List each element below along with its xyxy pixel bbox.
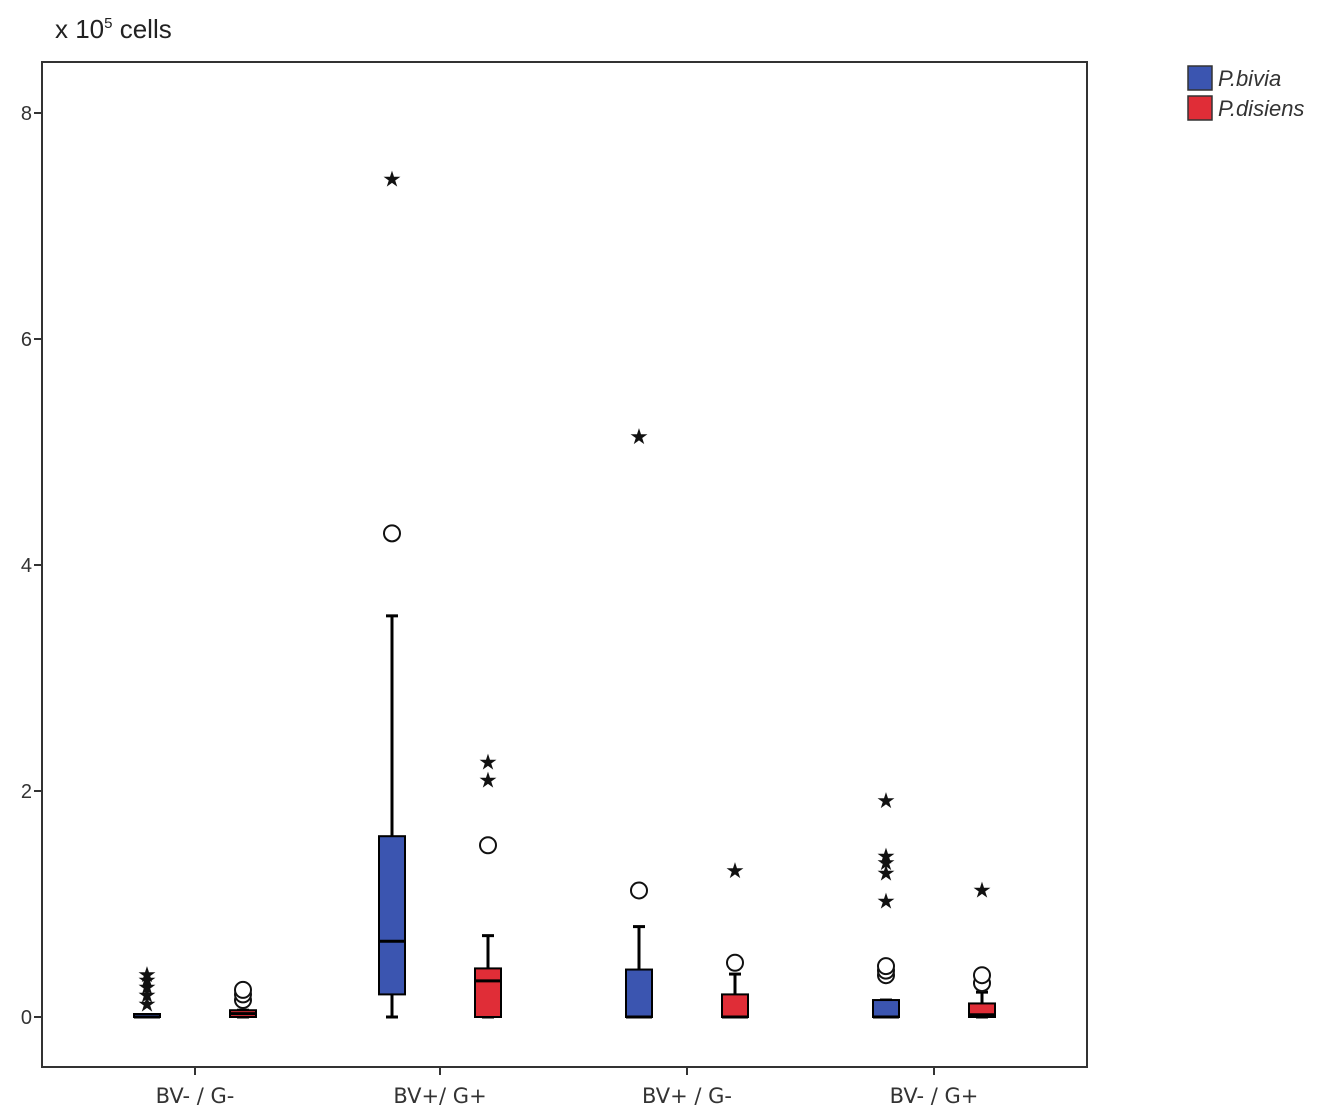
outlier-circle: [726, 953, 744, 972]
box-iqr: [872, 999, 900, 1018]
x-category-label: BV- / G+: [890, 1084, 979, 1108]
box-iqr: [625, 968, 653, 1018]
y-tick-label: 6: [21, 329, 32, 351]
legend-label: P.bivia: [1218, 66, 1281, 91]
outlier-circle: [630, 881, 648, 900]
outlier-star: ★: [137, 963, 157, 988]
outlier-star: ★: [478, 769, 498, 794]
box-0-0: ★★★★★: [133, 963, 161, 1019]
outlier-star: ★: [876, 844, 896, 869]
box-iqr: [474, 967, 502, 1018]
legend-swatch: [1187, 65, 1213, 91]
outlier-star: ★: [876, 890, 896, 915]
series-p-disiens: ★★★★: [229, 751, 996, 1019]
y-axis-title-prefix: x 10: [55, 14, 104, 44]
box-iqr: [378, 835, 406, 996]
box-1-3: ★: [968, 878, 996, 1019]
y-axis: 0 2 4 6 8: [21, 103, 42, 1029]
y-tick-label: 4: [21, 555, 32, 577]
outlier-circle: [234, 980, 252, 999]
x-category-label: BV+/ G+: [393, 1084, 486, 1108]
x-category-label: BV- / G-: [156, 1084, 235, 1108]
series-p-bivia: ★★★★★★★★★★★★: [133, 168, 900, 1019]
outlier-star: ★: [972, 878, 992, 903]
box-iqr: [721, 993, 749, 1019]
y-tick-label: 0: [21, 1007, 32, 1029]
outlier-circle: [877, 957, 895, 976]
outlier-star: ★: [137, 983, 157, 1008]
outlier-star: ★: [137, 975, 157, 1000]
y-tick-label: 8: [21, 103, 32, 125]
box-0-2: ★: [625, 425, 653, 1019]
legend-label: P.disiens: [1218, 96, 1304, 121]
box-1-1: ★★: [474, 751, 502, 1019]
outlier-circle: [973, 966, 991, 985]
y-axis-title-suffix: cells: [113, 14, 172, 44]
y-tick-label: 2: [21, 781, 32, 803]
y-axis-title: x 105 cells: [55, 14, 172, 44]
legend-swatch: [1187, 95, 1213, 121]
legend: P.bivia P.disiens: [1187, 65, 1304, 121]
outlier-circle: [479, 836, 497, 855]
outlier-star: ★: [629, 425, 649, 450]
outlier-star: ★: [876, 851, 896, 876]
box-1-2: ★: [721, 859, 749, 1019]
outlier-star: ★: [137, 969, 157, 994]
y-axis-title-exponent: 5: [104, 15, 112, 32]
outlier-circle: [383, 524, 401, 543]
outlier-star: ★: [725, 859, 745, 884]
box-0-1: ★: [378, 168, 406, 1019]
x-category-label: BV+ / G-: [642, 1084, 732, 1108]
outlier-star: ★: [137, 992, 157, 1017]
outlier-star: ★: [382, 168, 402, 193]
box-series: ★★★★★★★★★★★★★★★★: [133, 168, 996, 1019]
box-0-3: ★★★★★: [872, 789, 900, 1019]
box-1-0: [229, 980, 257, 1019]
x-axis: BV- / G- BV+/ G+ BV+ / G- BV- / G+: [156, 1067, 979, 1108]
plot-frame: [41, 61, 1088, 1068]
outlier-star: ★: [876, 861, 896, 886]
outlier-star: ★: [478, 751, 498, 776]
outlier-star: ★: [876, 789, 896, 814]
